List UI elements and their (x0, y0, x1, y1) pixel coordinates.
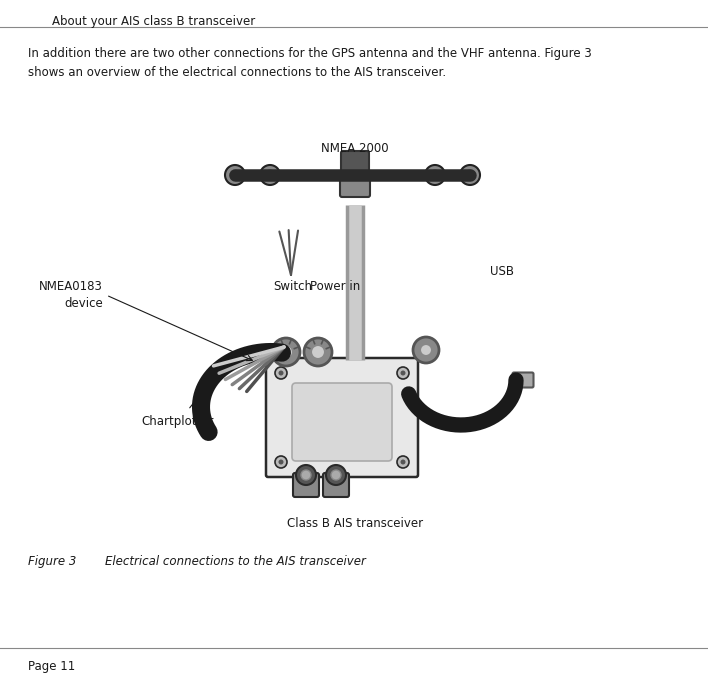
Circle shape (397, 367, 409, 379)
Circle shape (326, 465, 346, 485)
Circle shape (425, 165, 445, 185)
Text: Chartplotter: Chartplotter (142, 415, 215, 428)
Circle shape (275, 367, 287, 379)
Text: Class B AIS transceiver: Class B AIS transceiver (287, 517, 423, 530)
FancyBboxPatch shape (292, 383, 392, 461)
FancyBboxPatch shape (513, 373, 534, 388)
Circle shape (311, 345, 325, 359)
Text: In addition there are two other connections for the GPS antenna and the VHF ante: In addition there are two other connecti… (28, 47, 592, 79)
Circle shape (460, 165, 480, 185)
FancyBboxPatch shape (293, 473, 319, 497)
Circle shape (420, 344, 432, 356)
Circle shape (275, 456, 287, 468)
Circle shape (279, 345, 293, 359)
Text: NMEA0183
device: NMEA0183 device (39, 280, 103, 310)
Circle shape (230, 170, 240, 180)
Circle shape (260, 165, 280, 185)
Circle shape (401, 371, 406, 376)
Text: USB: USB (490, 265, 514, 278)
Text: NMEA 2000: NMEA 2000 (321, 142, 389, 155)
Circle shape (397, 456, 409, 468)
Circle shape (225, 165, 245, 185)
Text: About your AIS class B transceiver: About your AIS class B transceiver (52, 15, 256, 28)
Circle shape (413, 337, 439, 363)
Text: Power in: Power in (310, 280, 360, 293)
Circle shape (401, 460, 406, 464)
Text: Electrical connections to the AIS transceiver: Electrical connections to the AIS transc… (75, 555, 366, 568)
Circle shape (301, 470, 311, 480)
Circle shape (430, 170, 440, 180)
Circle shape (278, 460, 283, 464)
Circle shape (265, 170, 275, 180)
Text: Switch: Switch (273, 280, 312, 293)
FancyBboxPatch shape (341, 151, 369, 177)
Circle shape (304, 338, 332, 366)
Circle shape (296, 465, 316, 485)
Circle shape (278, 371, 283, 376)
FancyBboxPatch shape (266, 358, 418, 477)
Circle shape (331, 470, 341, 480)
Text: Page 11: Page 11 (28, 660, 75, 673)
FancyBboxPatch shape (323, 473, 349, 497)
Circle shape (465, 170, 475, 180)
Circle shape (272, 338, 300, 366)
Text: Figure 3: Figure 3 (28, 555, 76, 568)
FancyBboxPatch shape (340, 173, 370, 197)
